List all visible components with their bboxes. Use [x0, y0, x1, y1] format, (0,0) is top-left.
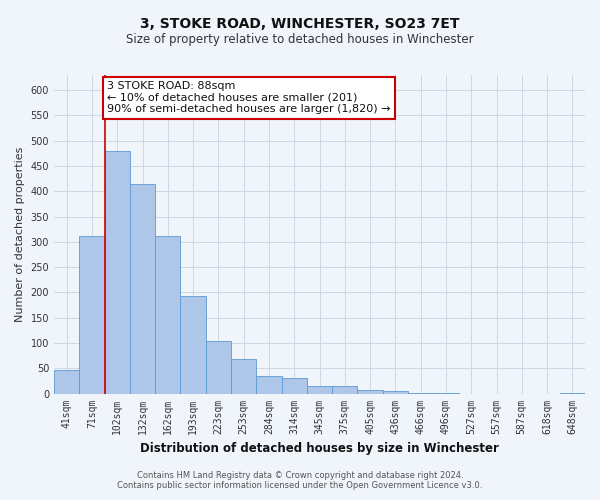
Bar	[181, 296, 206, 394]
Bar	[332, 386, 358, 394]
Bar	[104, 152, 130, 394]
Bar	[358, 390, 383, 394]
Bar	[433, 393, 458, 394]
X-axis label: Distribution of detached houses by size in Winchester: Distribution of detached houses by size …	[140, 442, 499, 455]
Y-axis label: Number of detached properties: Number of detached properties	[15, 146, 25, 322]
Bar	[307, 386, 332, 394]
Bar	[54, 370, 79, 394]
Bar	[130, 184, 155, 394]
Bar	[231, 358, 256, 394]
Bar	[256, 376, 281, 394]
Bar	[206, 341, 231, 394]
Text: 3, STOKE ROAD, WINCHESTER, SO23 7ET: 3, STOKE ROAD, WINCHESTER, SO23 7ET	[140, 18, 460, 32]
Bar	[155, 236, 181, 394]
Bar	[560, 393, 585, 394]
Text: Size of property relative to detached houses in Winchester: Size of property relative to detached ho…	[126, 32, 474, 46]
Bar	[281, 378, 307, 394]
Bar	[79, 236, 104, 394]
Text: Contains HM Land Registry data © Crown copyright and database right 2024.
Contai: Contains HM Land Registry data © Crown c…	[118, 470, 482, 490]
Bar	[408, 392, 433, 394]
Text: 3 STOKE ROAD: 88sqm
← 10% of detached houses are smaller (201)
90% of semi-detac: 3 STOKE ROAD: 88sqm ← 10% of detached ho…	[107, 81, 391, 114]
Bar	[383, 391, 408, 394]
